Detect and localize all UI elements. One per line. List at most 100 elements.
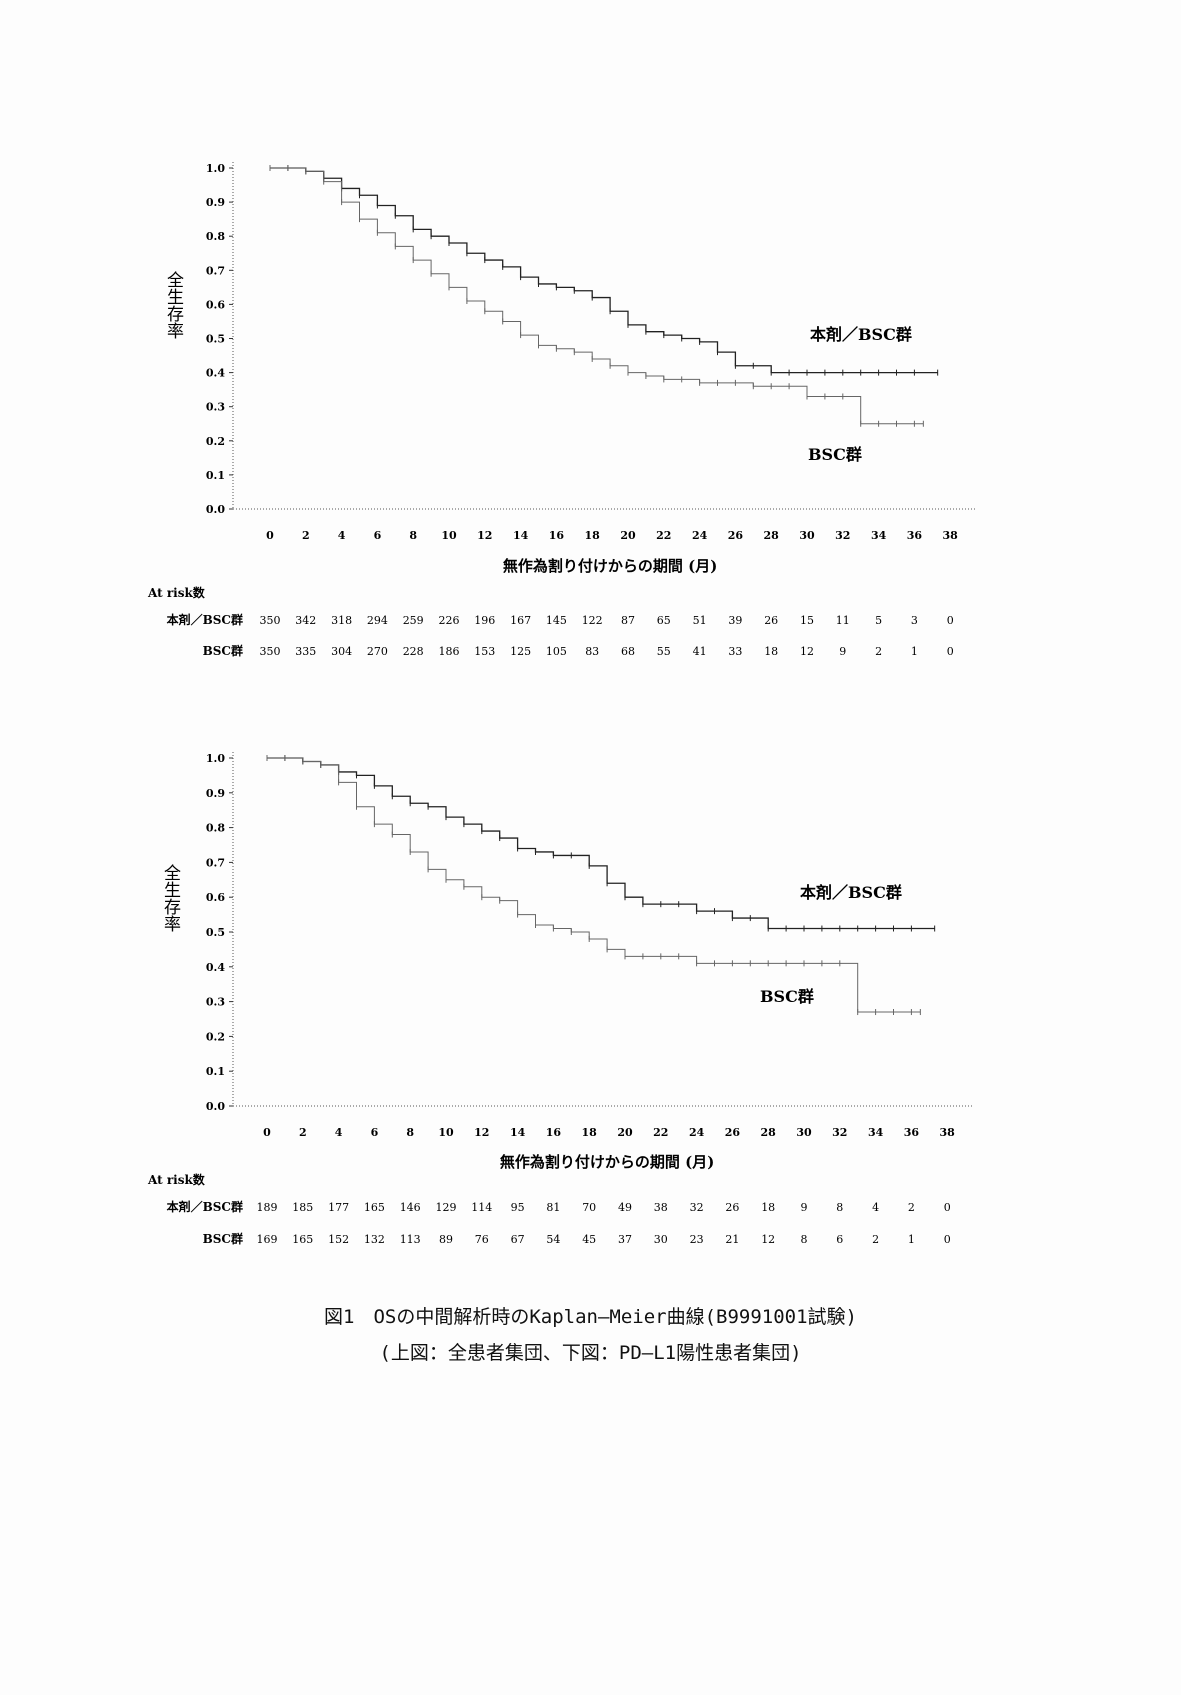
chart2-at-risk-value: 152 [328,1233,349,1246]
chart2-x-tick-label: 2 [299,1126,307,1139]
chart1-x-tick-label: 12 [477,529,492,542]
chart1-at-risk-value: 65 [657,614,671,627]
chart2-y-tick-label: 0.2 [206,1030,225,1043]
chart1-x-tick-label: 32 [835,529,850,542]
chart1-at-risk-value: 226 [439,614,460,627]
chart1-series-control-line [270,167,924,425]
figure-caption-line1: 図1 OSの中間解析時のKaplan—Meier曲線(B9991001試験) [324,1306,857,1328]
chart2-at-risk-value: 4 [872,1201,879,1214]
chart1-x-tick-label: 38 [943,529,959,542]
chart2-x-tick-label: 28 [761,1126,777,1139]
chart2-x-tick-label: 24 [689,1126,705,1139]
chart1-y-tick-label: 0.3 [206,401,225,414]
chart1-at-risk-value: 3 [911,614,918,627]
chart1-at-risk-value: 1 [911,645,918,658]
chart2-at-risk-value: 165 [364,1201,385,1214]
chart1-at-risk-value: 5 [875,614,882,627]
chart2-x-tick-label: 32 [832,1126,847,1139]
chart2-y-tick-label: 0.7 [206,856,225,869]
chart2-at-risk-value: 23 [690,1233,704,1246]
chart1-at-risk-value: 41 [693,645,707,658]
chart2-at-risk-header: At risk数 [147,1172,206,1187]
chart2-at-risk-value: 8 [801,1233,808,1246]
chart2-y-tick-label: 1.0 [206,752,225,765]
chart2-at-risk-value: 146 [400,1201,421,1214]
chart2-y-tick-label: 0.5 [206,926,225,939]
chart1-at-risk-value: 51 [693,614,707,627]
chart1-y-tick-label: 0.7 [206,264,225,277]
chart1-at-risk-value: 0 [947,645,954,658]
chart2-series-treatment-line [267,757,935,930]
chart1-x-tick-label: 30 [799,529,815,542]
chart2-at-risk-value: 21 [725,1233,739,1246]
chart2-at-risk-value: 49 [618,1201,632,1214]
chart1-at-risk-value: 12 [800,645,814,658]
chart1-at-risk-value: 259 [403,614,424,627]
chart1-x-tick-label: 6 [374,529,382,542]
chart2-y-tick-label: 0.1 [206,1065,225,1078]
chart2-at-risk-value: 2 [908,1201,915,1214]
chart1-x-axis-label: 無作為割り付けからの期間 (月) [503,557,717,575]
chart2-x-tick-label: 0 [263,1126,271,1139]
chart2-at-risk-value: 81 [546,1201,560,1214]
chart2-x-tick-label: 22 [653,1126,668,1139]
figure-caption-line2: (上図：全患者集団、下図：PD—L1陽性患者集団) [379,1342,802,1364]
chart1-y-tick-label: 0.0 [206,503,225,516]
chart2-at-risk-value: 76 [475,1233,489,1246]
chart2-x-tick-label: 8 [406,1126,414,1139]
chart2-at-risk-value: 70 [582,1201,596,1214]
chart2-at-risk-value: 95 [511,1201,525,1214]
chart2-at-risk-value: 0 [944,1201,951,1214]
chart1-at-risk-value: 318 [331,614,352,627]
chart2-at-risk-value: 45 [582,1233,596,1246]
chart2-at-risk-row-label: 本剤／BSC群 [167,1199,243,1214]
chart1-at-risk-value: 11 [836,614,850,627]
chart2-x-tick-label: 6 [371,1126,379,1139]
chart2-at-risk-value: 0 [944,1233,951,1246]
chart1-at-risk-value: 87 [621,614,635,627]
chart1-y-tick-label: 0.8 [206,230,225,243]
chart1-at-risk-row-label: 本剤／BSC群 [167,612,243,627]
chart1-treatment-annotation: 本剤／BSC群 [810,325,912,344]
chart1-at-risk-value: 153 [474,645,495,658]
chart1-at-risk-value: 55 [657,645,671,658]
chart2-at-risk-value: 12 [761,1233,775,1246]
chart1-x-tick-label: 34 [871,529,887,542]
chart2-at-risk-value: 2 [872,1233,879,1246]
chart1-x-tick-label: 14 [513,529,529,542]
chart1-x-tick-label: 22 [656,529,671,542]
chart2-at-risk-value: 38 [654,1201,668,1214]
chart2-x-tick-label: 18 [582,1126,598,1139]
chart2-at-risk-value: 169 [257,1233,278,1246]
chart2-x-tick-label: 14 [510,1126,526,1139]
chart2-at-risk-value: 132 [364,1233,385,1246]
chart2-y-tick-label: 0.4 [206,961,225,974]
chart2-at-risk-value: 18 [761,1201,775,1214]
chart2-x-tick-label: 20 [617,1126,633,1139]
chart1-at-risk-value: 304 [331,645,352,658]
chart1-y-tick-label: 0.4 [206,367,225,380]
chart2-at-risk-value: 189 [257,1201,278,1214]
chart1-x-tick-label: 36 [907,529,923,542]
chart2-x-tick-label: 12 [474,1126,489,1139]
chart1-y-tick-label: 1.0 [206,162,225,175]
chart2-at-risk-value: 9 [801,1201,808,1214]
chart1-at-risk-value: 33 [728,645,742,658]
chart1-at-risk-value: 350 [260,645,281,658]
chart1-at-risk-value: 39 [728,614,742,627]
chart2-at-risk-value: 6 [836,1233,843,1246]
chart1-at-risk-value: 196 [474,614,495,627]
chart2-at-risk-value: 26 [725,1201,739,1214]
chart1-at-risk-value: 68 [621,645,635,658]
chart1-y-tick-label: 0.6 [206,298,225,311]
chart2-at-risk-value: 177 [328,1201,349,1214]
chart1-at-risk-value: 83 [585,645,599,658]
chart2-at-risk-value: 8 [836,1201,843,1214]
chart1-at-risk-value: 145 [546,614,567,627]
chart2-at-risk-value: 185 [292,1201,313,1214]
chart1-at-risk-value: 9 [839,645,846,658]
chart2-y-tick-label: 0.0 [206,1100,225,1113]
chart2-x-tick-label: 38 [940,1126,956,1139]
chart1-at-risk-value: 105 [546,645,567,658]
